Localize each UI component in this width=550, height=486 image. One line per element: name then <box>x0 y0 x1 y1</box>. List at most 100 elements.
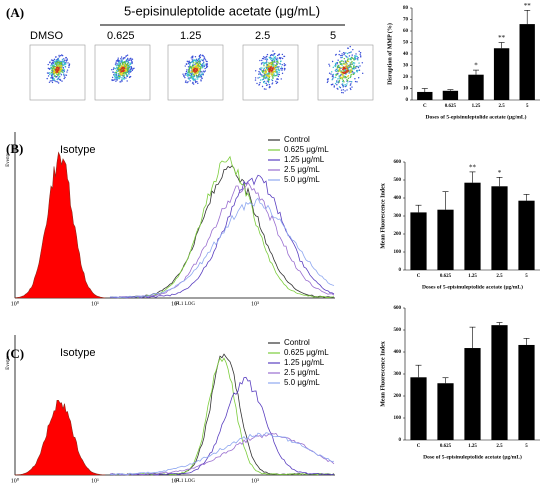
scatter-dot <box>254 77 257 79</box>
scatter-dot <box>68 66 70 69</box>
scatter-dot <box>118 75 121 78</box>
scatter-dot <box>276 57 278 59</box>
scatter-dot <box>340 76 342 78</box>
scatter-dot <box>350 83 352 85</box>
scatter-dot <box>337 59 339 61</box>
scatter-dot <box>361 62 364 64</box>
scatter-dot <box>277 62 279 64</box>
scatter-dot <box>119 72 121 75</box>
x-tick-label: 0.625 <box>440 274 452 279</box>
scatter-dot <box>59 78 61 81</box>
scatter-dot <box>270 62 273 65</box>
scatter-dot <box>125 59 128 61</box>
scatter-dot <box>127 64 130 67</box>
scatter-dot <box>349 45 351 48</box>
scatter-dot <box>191 59 193 61</box>
scatter-dot <box>350 75 352 77</box>
scatter-dot <box>204 57 206 60</box>
histogram-curve <box>109 432 335 476</box>
scatter-dot <box>52 69 55 71</box>
scatter-dot <box>347 47 349 49</box>
y-tick-label: 300 <box>394 214 402 219</box>
scatter-dot <box>111 69 113 71</box>
scatter-dot <box>352 48 354 51</box>
bar <box>493 48 510 100</box>
scatter-dot <box>187 62 190 65</box>
scatter-dot <box>261 67 263 69</box>
scatter-dot <box>347 75 349 78</box>
scatter-dot <box>344 90 346 92</box>
legend-label: 0.625 μg/mL <box>284 348 329 357</box>
bar <box>437 209 454 270</box>
scatter-dot <box>271 79 273 81</box>
scatter-dot <box>344 75 347 78</box>
scatter-dot <box>53 71 56 73</box>
scatter-dot <box>333 85 336 87</box>
scatter-dot <box>264 69 267 71</box>
legend-label: Control <box>284 135 310 144</box>
scatter-dot <box>197 58 200 60</box>
scatter-dot <box>121 62 124 65</box>
scatter-dot <box>340 56 342 59</box>
scatter-dot <box>54 56 57 58</box>
scatter-dot <box>349 71 352 73</box>
y-tick-label: 0 <box>399 268 402 273</box>
significance-marker: ** <box>498 34 506 42</box>
scatter-dot <box>195 70 197 73</box>
scatter-dot <box>332 66 335 69</box>
scatter-dot <box>344 85 346 88</box>
scatter-dot <box>342 72 345 74</box>
scatter-dot <box>117 60 119 63</box>
scatter-dot <box>345 76 348 78</box>
scatter-dot <box>121 78 123 81</box>
scatter-dot <box>53 78 55 80</box>
scatter-dot <box>52 68 54 70</box>
scatter-dot <box>355 67 357 69</box>
treatment-title: 5-episinuleptolide acetate (μg/mL) <box>124 3 320 18</box>
scatter-dot <box>351 61 353 63</box>
scatter-dot <box>273 64 275 66</box>
scatter-dot <box>279 63 282 65</box>
y-tick-label: 70 <box>403 18 409 23</box>
scatter-dot <box>340 54 342 57</box>
scatter-dot <box>123 63 125 66</box>
scatter-dot <box>350 68 352 71</box>
scatter-dot <box>264 70 266 73</box>
scatter-dot <box>269 66 272 69</box>
scatter-dot <box>334 76 337 79</box>
scatter-dot <box>55 65 58 67</box>
scatter-dot <box>186 73 188 75</box>
x-axis-label: FL1 LOG <box>175 302 195 307</box>
x-tick-label: C <box>417 444 421 449</box>
scatter-dot <box>50 71 53 74</box>
scatter-dot <box>275 58 278 61</box>
scatter-dot <box>354 58 356 61</box>
scatter-dot <box>189 65 192 68</box>
scatter-dot <box>123 70 125 72</box>
scatter-dot <box>263 77 265 79</box>
scatter-dot <box>123 75 125 77</box>
scatter-dot <box>331 74 334 76</box>
scatter-dot <box>195 73 198 75</box>
scatter-dot <box>118 67 120 70</box>
scatter-dot <box>262 61 264 64</box>
scatter-dot <box>345 61 347 63</box>
scatter-dot <box>202 62 205 64</box>
y-axis-label: Events <box>6 153 11 167</box>
scatter-dot <box>123 57 125 59</box>
scatter-dot <box>338 53 340 56</box>
scatter-dot <box>275 74 277 77</box>
scatter-dot <box>59 72 61 74</box>
scatter-dot <box>262 81 265 84</box>
scatter-dot <box>346 65 348 67</box>
scatter-dot <box>351 67 353 69</box>
scatter-dot <box>125 77 127 79</box>
scatter-dot <box>188 67 191 69</box>
thumbnail-label: DMSO <box>30 30 63 42</box>
scatter-dot <box>331 60 334 63</box>
scatter-dot <box>199 54 202 56</box>
scatter-dot <box>128 65 131 67</box>
scatter-dot <box>338 79 341 81</box>
scatter-dot <box>351 63 353 66</box>
scatter-dot <box>333 76 335 79</box>
